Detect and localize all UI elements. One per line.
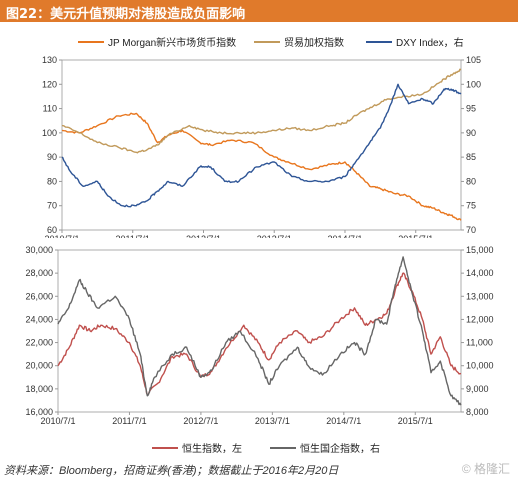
bottom-x-tick-label: 2010/7/1 (40, 416, 75, 426)
bottom-left-tick-label: 24,000 (25, 314, 53, 324)
bottom-left-tick-label: 16,000 (25, 407, 53, 417)
bottom-left-tick-label: 18,000 (25, 384, 53, 394)
legend-item-hsi: 恒生指数，左 (152, 440, 242, 455)
top-right-tick-label: 85 (466, 152, 476, 162)
watermark: © 格隆汇 (461, 462, 510, 476)
top-series-line-0 (61, 112, 462, 221)
bottom-x-tick-label: 2014/7/1 (326, 416, 361, 426)
bottom-right-tick-label: 13,000 (466, 291, 494, 301)
top-left-tick-label: 90 (47, 152, 57, 162)
bottom-right-tick-label: 14,000 (466, 268, 494, 278)
legend-item-jpm: JP Morgan新兴市场货币指数 (78, 34, 236, 49)
top-left-tick-label: 70 (47, 201, 57, 211)
legend-swatch-dxy (366, 40, 392, 43)
legend-item-twi: 贸易加权指数 (254, 34, 344, 49)
legend-swatch-hscei (270, 446, 296, 449)
top-right-tick-label: 75 (466, 201, 476, 211)
top-right-tick-label: 80 (466, 176, 476, 186)
bottom-x-tick-label: 2011/7/1 (112, 416, 146, 426)
top-series-line-1 (61, 68, 462, 154)
legend-item-dxy: DXY Index，右 (366, 34, 464, 49)
title-bar: 图22：美元升值预期对港股造成负面影响 (0, 0, 518, 22)
top-left-tick-label: 120 (42, 79, 57, 89)
top-right-tick-label: 95 (466, 104, 476, 114)
legend-label-jpm: JP Morgan新兴市场货币指数 (108, 38, 237, 49)
bottom-left-tick-label: 20,000 (25, 361, 53, 371)
bottom-series-line-1 (57, 256, 462, 406)
bottom-chart: 16,000 18,000 20,000 22,000 24,000 26,000 28,0… (25, 245, 494, 426)
bottom-series-line-0 (57, 272, 462, 396)
top-left-tick-label: 60 (47, 225, 57, 235)
bottom-left-tick-label: 26,000 (25, 291, 53, 301)
bottom-right-tick-label: 12,000 (466, 314, 494, 324)
legend-label-hscei: 恒生国企指数，右 (300, 444, 380, 455)
top-right-tick-label: 105 (466, 55, 481, 65)
bottom-left-tick-label: 28,000 (25, 268, 53, 278)
top-right-tick-label: 70 (466, 225, 476, 235)
bottom-right-tick-label: 8,000 (466, 407, 489, 417)
top-left-tick-label: 100 (42, 128, 57, 138)
top-left-tick-label: 130 (42, 55, 57, 65)
bottom-plot-frame (57, 249, 462, 413)
bottom-x-tick-label: 2015/7/1 (398, 416, 433, 426)
source-note: 资料来源：Bloomberg，招商证券(香港)；数据截止于2016年2月20日 (4, 465, 339, 477)
legend-swatch-hsi (152, 446, 178, 449)
bottom-x-tick-label: 2013/7/1 (255, 416, 290, 426)
top-plot-frame (61, 59, 462, 231)
chart-title: 图22：美元升值预期对港股造成负面影响 (6, 7, 246, 22)
bottom-right-tick-label: 15,000 (466, 245, 494, 255)
top-right-tick-label: 100 (466, 79, 481, 89)
top-left-tick-label: 80 (47, 176, 57, 186)
bottom-left-tick-label: 22,000 (25, 338, 53, 348)
top-x-tick-label: 2013/7/1 (257, 234, 292, 238)
legend-swatch-twi (254, 40, 280, 43)
bottom-x-tick-label: 2012/7/1 (183, 416, 218, 426)
bottom-left-tick-label: 30,000 (25, 245, 53, 255)
legend-swatch-jpm (78, 40, 104, 43)
bottom-right-tick-label: 10,000 (466, 361, 494, 371)
top-x-tick-label: 2011/7/1 (116, 234, 150, 238)
top-series-line-2 (61, 83, 462, 208)
top-x-tick-label: 2010/7/1 (44, 234, 79, 238)
top-right-tick-label: 90 (466, 128, 476, 138)
legend-item-hscei: 恒生国企指数，右 (270, 440, 380, 455)
top-x-tick-label: 2012/7/1 (186, 234, 221, 238)
bottom-right-tick-label: 9,000 (466, 384, 489, 394)
legend-label-hsi: 恒生指数，左 (182, 444, 242, 455)
top-left-tick-label: 110 (43, 104, 57, 114)
legend-label-dxy: DXY Index，右 (396, 38, 464, 49)
top-x-tick-label: 2015/7/1 (398, 234, 433, 238)
legend-label-twi: 贸易加权指数 (284, 38, 344, 49)
top-x-tick-label: 2014/7/1 (327, 234, 362, 238)
bottom-right-tick-label: 11,000 (466, 338, 493, 348)
top-chart: 60 70 80 90 100 110 120 130 70 75 80 85 90 95 100 105 20… (42, 55, 481, 238)
